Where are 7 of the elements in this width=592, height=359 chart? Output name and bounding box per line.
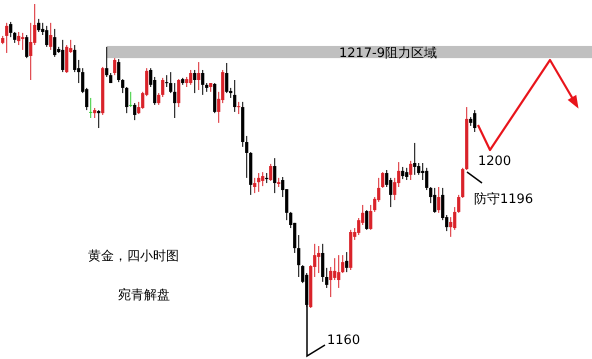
annotation: 防守1196	[474, 192, 534, 207]
annotation: 防守1196	[466, 171, 534, 207]
band-label: 1217-9阻力区域	[338, 46, 438, 62]
annotation: 宛青解盘	[118, 288, 170, 303]
annotation: 1200	[478, 154, 512, 169]
annotation: 1160	[306, 305, 360, 358]
annotation: 黄金，四小时图	[88, 249, 179, 264]
